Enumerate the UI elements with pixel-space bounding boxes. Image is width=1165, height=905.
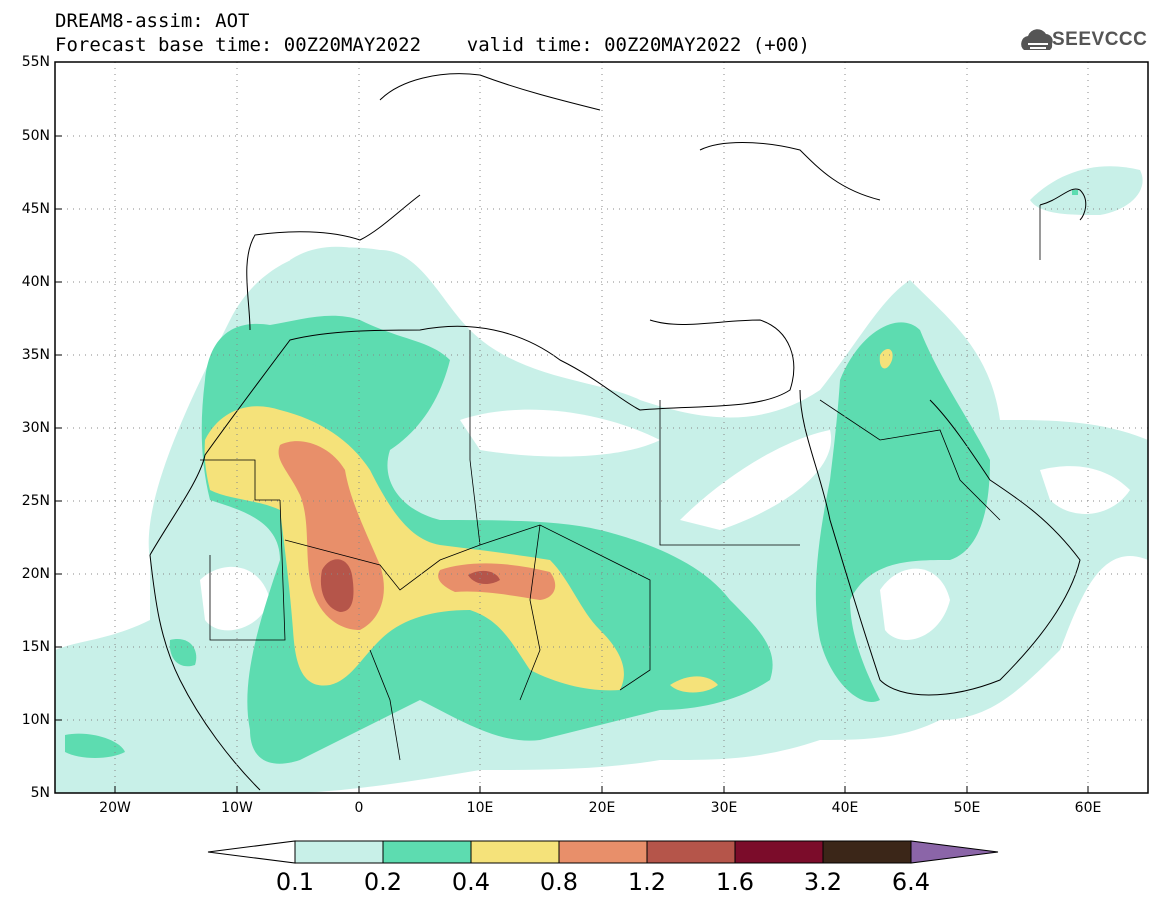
colorbar-swatch <box>734 840 824 864</box>
colorbar-label: 1.2 <box>627 868 667 896</box>
colorbar-swatch <box>294 840 384 864</box>
aot-contours <box>55 166 1148 793</box>
lat-label: 30N <box>21 420 50 436</box>
cloud-logo-icon <box>1021 29 1053 50</box>
axis-ticks <box>55 61 1089 793</box>
colorbar <box>207 840 999 864</box>
lon-label: 20E <box>588 800 616 816</box>
lon-label: 50E <box>953 800 981 816</box>
country-borders <box>200 205 1041 761</box>
lat-label: 55N <box>21 54 50 70</box>
colorbar-swatch <box>822 840 912 864</box>
seevccc-logo-text: SEEVCCC <box>1052 29 1148 50</box>
lon-label: 10W <box>221 800 253 816</box>
coastlines <box>149 73 1087 791</box>
lat-label: 25N <box>21 493 50 509</box>
lon-label: 20W <box>99 800 131 816</box>
colorbar-label: 0.8 <box>539 868 579 896</box>
forecast-time-line: Forecast base time: 00Z20MAY2022 valid t… <box>55 34 810 56</box>
colorbar-over-arrow <box>910 840 999 864</box>
colorbar-label: 6.4 <box>891 868 931 896</box>
colorbar-label: 1.6 <box>715 868 755 896</box>
lon-label: 60E <box>1074 800 1102 816</box>
lat-label: 20N <box>21 566 50 582</box>
colorbar-swatch <box>382 840 472 864</box>
lon-label: 40E <box>831 800 859 816</box>
colorbar-label: 0.2 <box>363 868 403 896</box>
colorbar-swatch <box>646 840 736 864</box>
colorbar-label: 0.4 <box>451 868 491 896</box>
lat-label: 10N <box>21 712 50 728</box>
lat-label: 40N <box>21 274 50 290</box>
colorbar-label: 3.2 <box>803 868 843 896</box>
lat-label: 5N <box>30 785 50 801</box>
colorbar-swatch <box>558 840 648 864</box>
lon-label: 30E <box>710 800 738 816</box>
map-title: DREAM8-assim: AOT <box>55 10 250 32</box>
lat-label: 50N <box>21 128 50 144</box>
lon-label: 0 <box>354 800 364 816</box>
graticule <box>55 62 1148 793</box>
colorbar-swatch <box>470 840 560 864</box>
colorbar-under-arrow <box>207 840 296 864</box>
lon-label: 10E <box>466 800 494 816</box>
colorbar-label: 0.1 <box>275 868 315 896</box>
lat-label: 35N <box>21 347 50 363</box>
lat-label: 45N <box>21 201 50 217</box>
lat-label: 15N <box>21 639 50 655</box>
